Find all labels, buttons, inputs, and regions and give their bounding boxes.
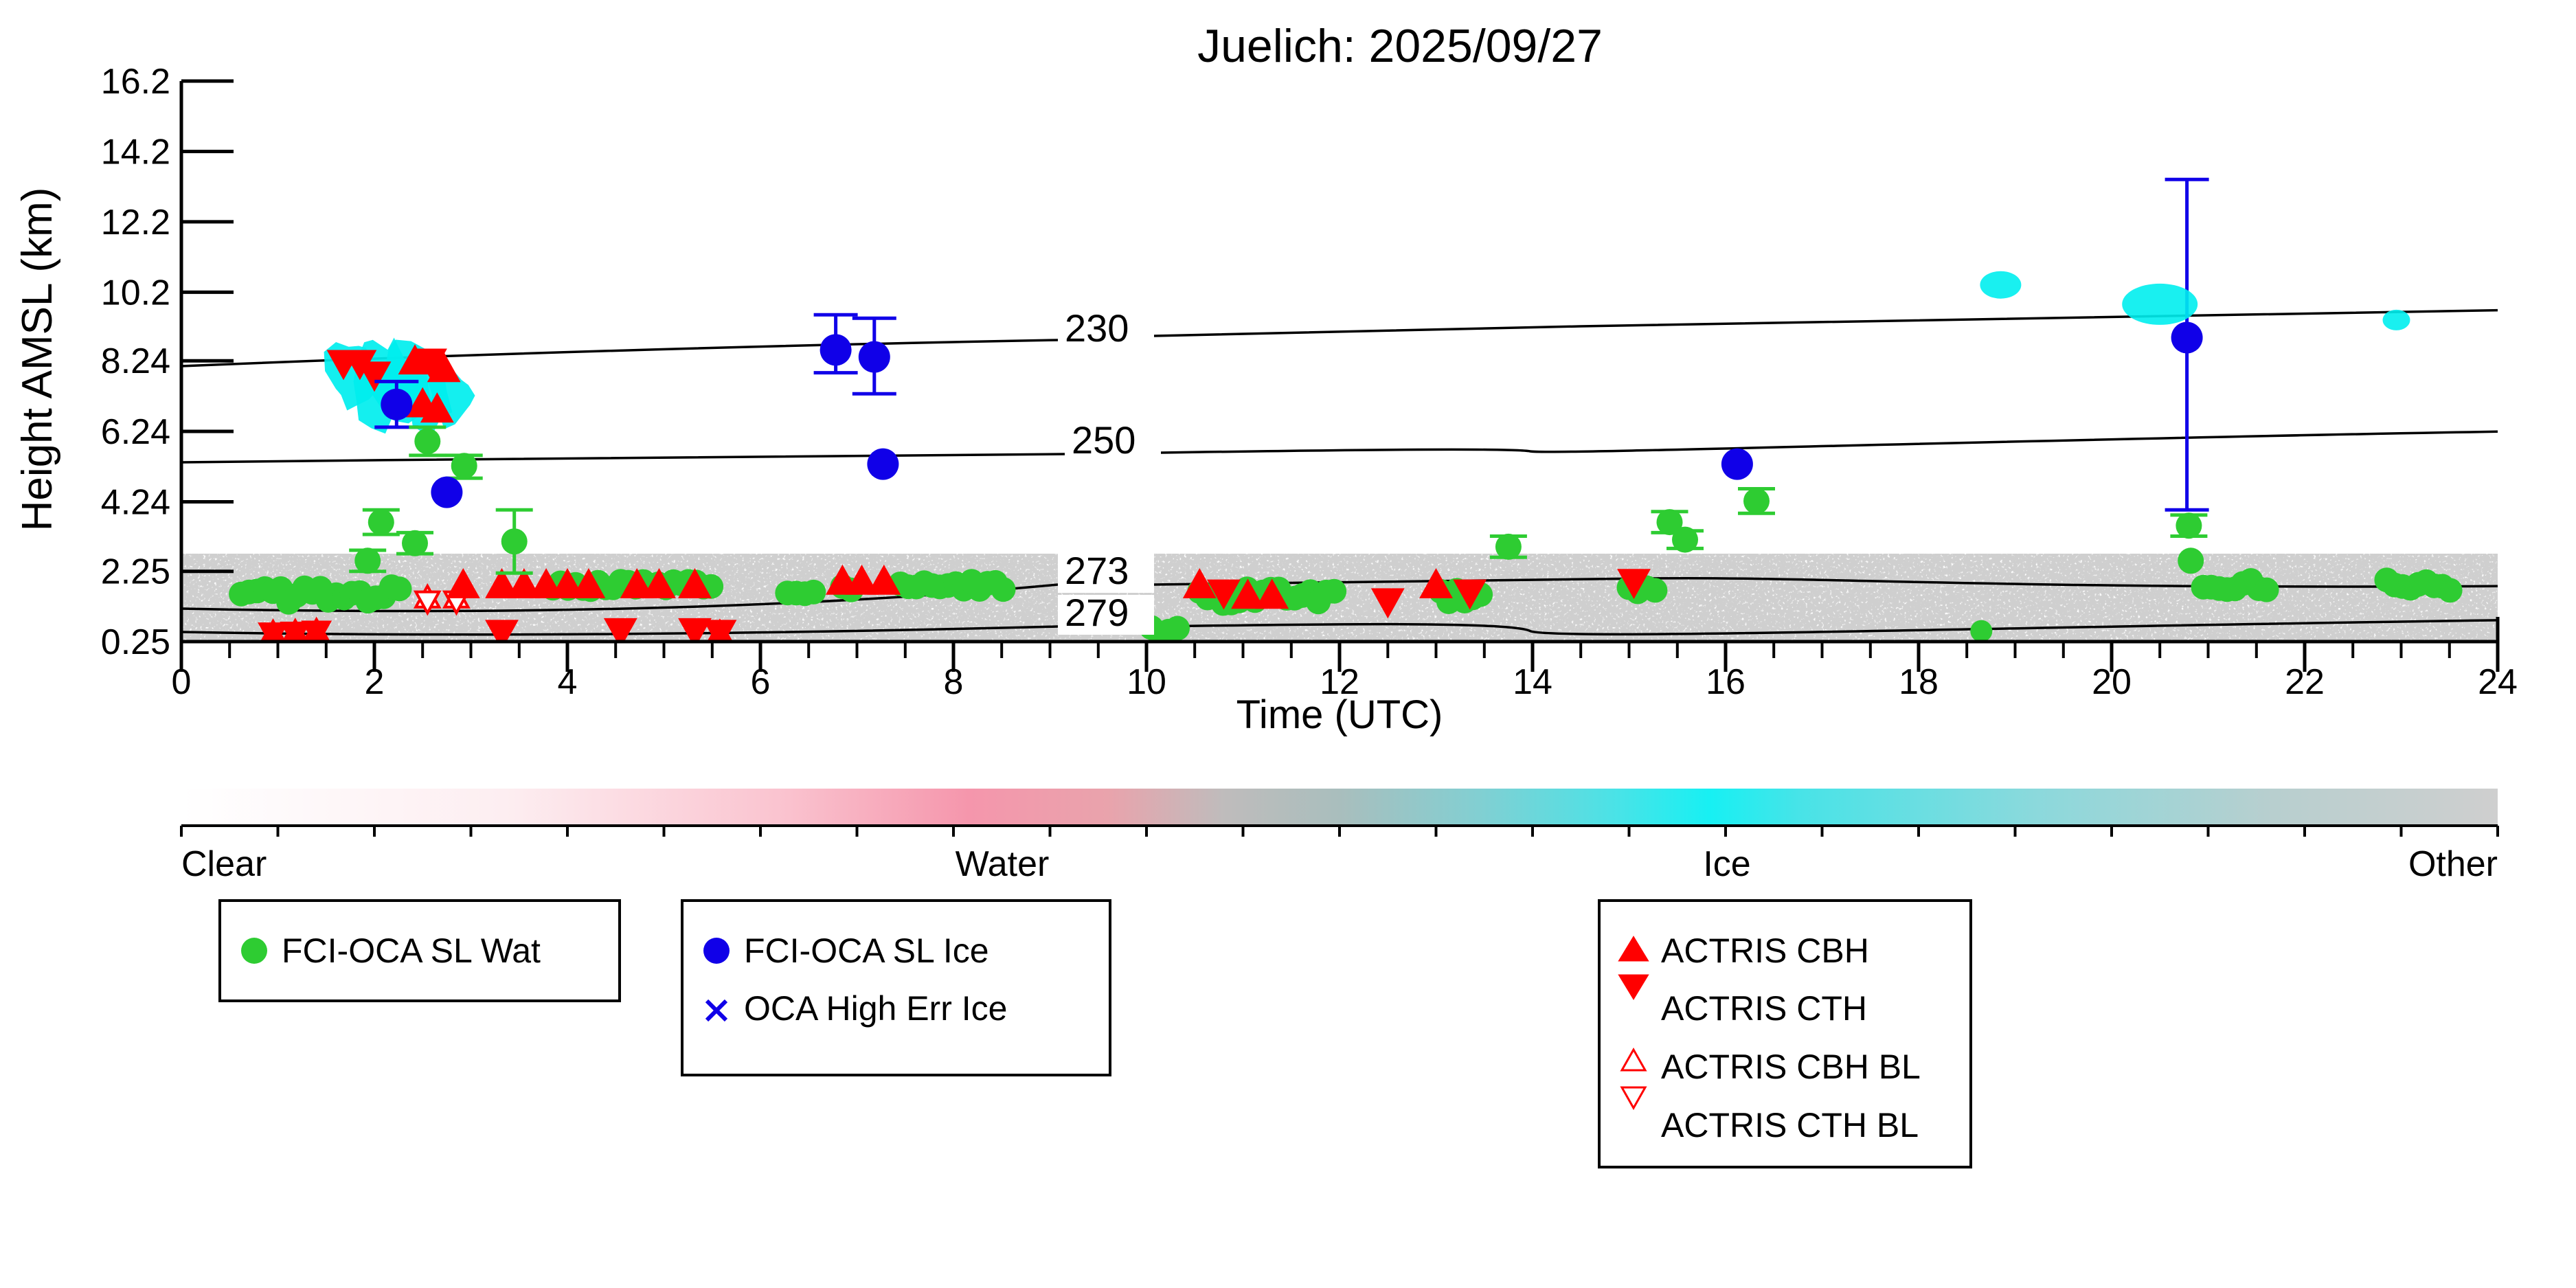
svg-text:24: 24 (2478, 662, 2518, 702)
svg-text:20: 20 (2092, 662, 2132, 702)
svg-text:OCA High Err Ice: OCA High Err Ice (744, 989, 1007, 1028)
svg-text:16: 16 (1706, 662, 1745, 702)
svg-text:10: 10 (1127, 662, 1166, 702)
svg-text:Height AMSL (km): Height AMSL (km) (14, 188, 61, 532)
svg-text:16.2: 16.2 (101, 62, 170, 102)
svg-text:18: 18 (1899, 662, 1939, 702)
svg-text:Other: Other (2408, 844, 2498, 884)
svg-text:0.25: 0.25 (101, 622, 170, 662)
svg-text:6.24: 6.24 (101, 412, 170, 452)
svg-text:10.2: 10.2 (101, 273, 170, 313)
svg-text:14.2: 14.2 (101, 133, 170, 172)
svg-text:250: 250 (1072, 418, 1136, 462)
svg-text:0: 0 (172, 662, 192, 702)
svg-text:ACTRIS CTH: ACTRIS CTH (1661, 989, 1867, 1028)
svg-text:279: 279 (1065, 591, 1129, 634)
svg-text:Juelich: 2025/09/27: Juelich: 2025/09/27 (1197, 20, 1603, 72)
svg-text:4: 4 (558, 662, 578, 702)
svg-text:FCI-OCA SL Wat: FCI-OCA SL Wat (282, 931, 541, 970)
svg-text:ACTRIS CTH BL: ACTRIS CTH BL (1661, 1106, 1919, 1144)
svg-text:8.24: 8.24 (101, 341, 170, 381)
svg-text:273: 273 (1065, 549, 1129, 592)
svg-text:2.25: 2.25 (101, 552, 170, 592)
svg-text:FCI-OCA SL Ice: FCI-OCA SL Ice (744, 931, 989, 970)
svg-text:ACTRIS CBH: ACTRIS CBH (1661, 931, 1869, 970)
svg-text:230: 230 (1065, 306, 1129, 350)
svg-text:12.2: 12.2 (101, 203, 170, 242)
svg-text:Water: Water (956, 844, 1050, 884)
svg-text:2: 2 (365, 662, 385, 702)
svg-text:6: 6 (751, 662, 771, 702)
svg-text:22: 22 (2285, 662, 2325, 702)
svg-text:ACTRIS CBH BL: ACTRIS CBH BL (1661, 1048, 1921, 1086)
svg-text:Time (UTC): Time (UTC) (1236, 692, 1443, 737)
svg-text:Clear: Clear (181, 844, 267, 884)
svg-text:14: 14 (1513, 662, 1552, 702)
svg-text:4.24: 4.24 (101, 483, 170, 523)
svg-text:Ice: Ice (1703, 844, 1750, 884)
svg-text:8: 8 (944, 662, 964, 702)
